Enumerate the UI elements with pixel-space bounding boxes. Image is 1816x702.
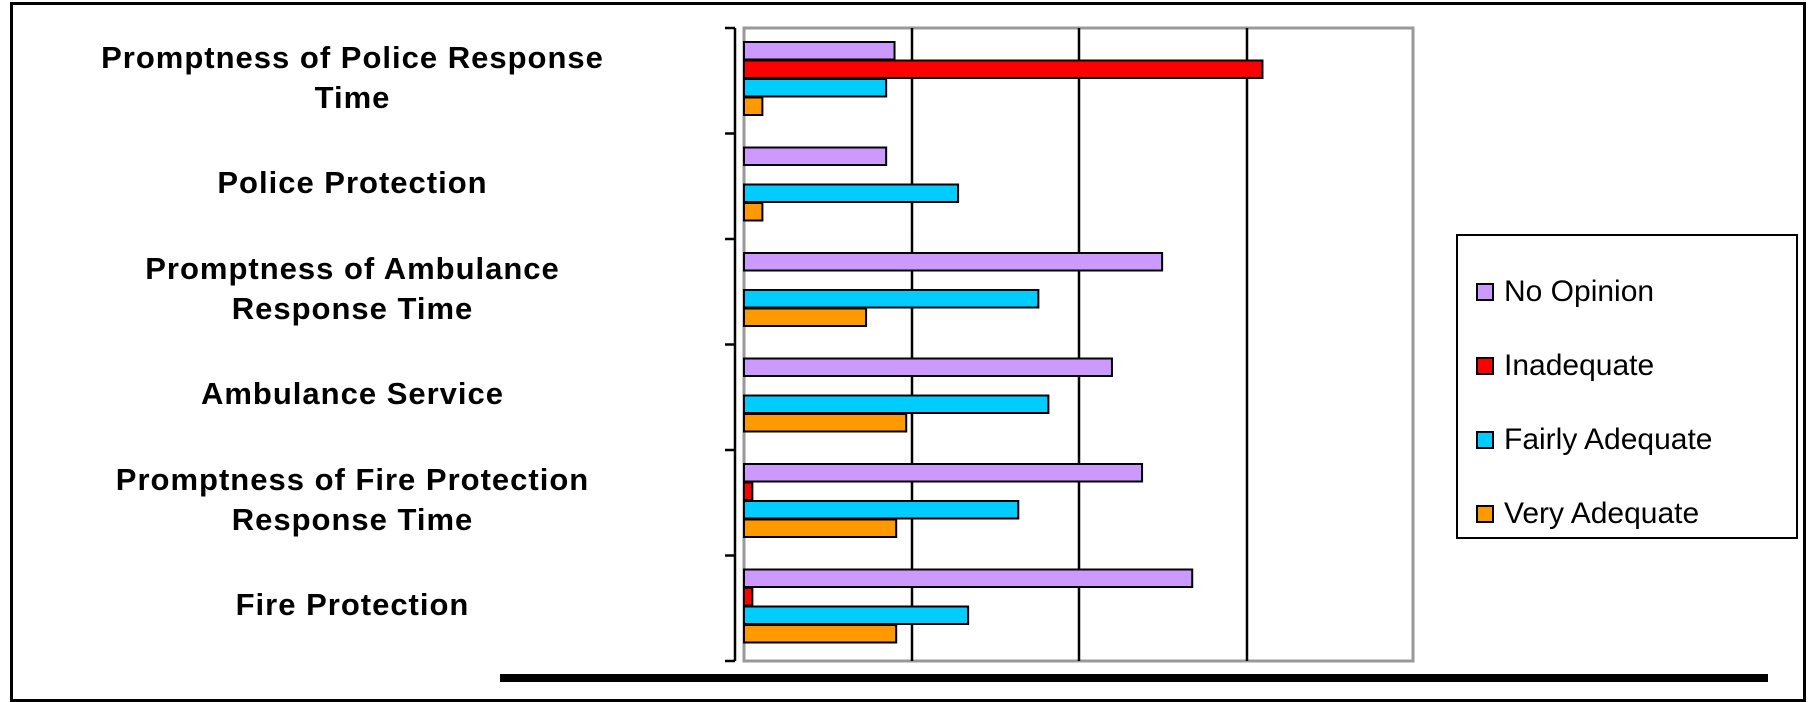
legend-label: Fairly Adequate (1504, 423, 1713, 456)
bar-fairly-adequate (743, 78, 888, 98)
bar-very-adequate (743, 202, 764, 222)
category-label-line: Police Protection (217, 165, 488, 201)
category-label-line: Promptness of Fire Protection (115, 461, 590, 497)
category-label: Ambulance Service (0, 374, 705, 414)
category-label-line: Time (314, 79, 391, 115)
chart-plot (725, 26, 1415, 663)
category-label: Fire Protection (0, 585, 705, 625)
bar-no-opinion (743, 146, 888, 166)
legend-item-no-opinion: No Opinion (1476, 274, 1654, 310)
chart-legend: No Opinion Inadequate Fairly Adequate Ve… (1456, 234, 1798, 539)
legend-swatch-inadequate (1476, 357, 1494, 375)
legend-label: No Opinion (1504, 275, 1655, 308)
category-label-line: Promptness of Ambulance (145, 250, 560, 286)
bar-very-adequate (743, 624, 898, 644)
bar-fairly-adequate (743, 605, 970, 625)
bar-no-opinion (743, 568, 1194, 588)
bar-no-opinion (743, 357, 1113, 377)
bar-fairly-adequate (743, 500, 1020, 520)
bar-inadequate (743, 587, 754, 607)
category-label-line: Fire Protection (235, 587, 470, 623)
bar-fairly-adequate (743, 289, 1040, 309)
category-label: Promptness of Fire Protection Response Ti… (0, 460, 705, 540)
category-label-line: Promptness of Police Response (101, 39, 604, 75)
bar-fairly-adequate (743, 394, 1050, 414)
legend-item-inadequate: Inadequate (1476, 348, 1654, 384)
bar-fairly-adequate (743, 183, 960, 203)
bar-no-opinion (743, 252, 1164, 272)
category-label-line: Response Time (231, 290, 474, 326)
legend-swatch-very-adequate (1476, 505, 1494, 523)
bottom-axis-bar (500, 674, 1768, 682)
legend-swatch-fairly-adequate (1476, 431, 1494, 449)
bar-no-opinion (743, 463, 1144, 483)
bar-very-adequate (743, 96, 764, 116)
category-label-line: Ambulance Service (200, 376, 505, 412)
legend-item-very-adequate: Very Adequate (1476, 496, 1699, 532)
bar-inadequate (743, 481, 754, 501)
legend-item-fairly-adequate: Fairly Adequate (1476, 422, 1712, 458)
category-label: Promptness of Ambulance Response Time (0, 249, 705, 329)
bar-very-adequate (743, 307, 868, 327)
legend-label: Very Adequate (1504, 497, 1700, 530)
legend-label: Inadequate (1504, 349, 1655, 382)
bar-no-opinion (743, 41, 896, 61)
bar-very-adequate (743, 413, 908, 433)
bar-inadequate (743, 59, 1264, 79)
category-label: Promptness of Police Response Time (0, 38, 705, 118)
category-label-line: Response Time (231, 501, 474, 537)
bar-very-adequate (743, 518, 898, 538)
category-label: Police Protection (0, 163, 705, 203)
legend-swatch-no-opinion (1476, 283, 1494, 301)
